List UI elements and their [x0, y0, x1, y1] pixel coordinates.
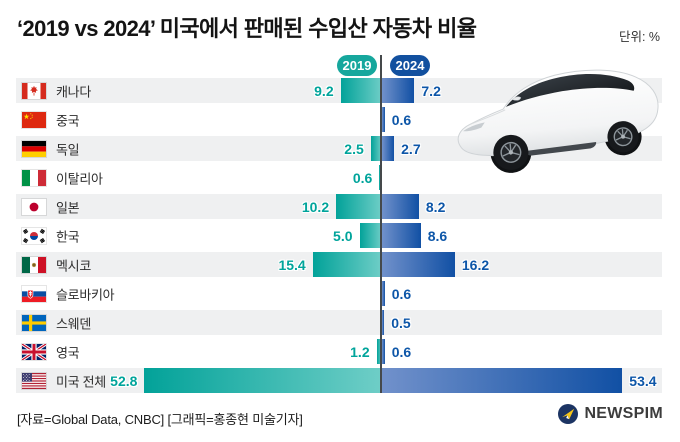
car-illustration-icon [457, 69, 659, 173]
bar-2024 [382, 136, 395, 161]
value-2024: 0.6 [391, 111, 412, 128]
country-label: 캐나다 [56, 84, 91, 99]
bar-2024 [382, 78, 415, 103]
country-label: 슬로바키아 [56, 287, 115, 302]
value-2024: 53.4 [629, 372, 657, 389]
bar-2024 [382, 107, 385, 132]
table-row-sweden: 스웨덴 0.5 [16, 310, 662, 335]
newspim-logo-icon [557, 403, 579, 425]
value-2024: 7.2 [421, 82, 441, 99]
bar-2024 [382, 223, 421, 248]
value-2024: 8.6 [427, 227, 448, 244]
flag-sweden-icon [22, 314, 46, 331]
newspim-logo-text: NEWSPIM [584, 405, 663, 422]
flag-japan-icon [22, 198, 46, 215]
legend-2019-badge: 2019 [337, 55, 377, 76]
flag-germany-icon [22, 140, 46, 157]
table-row-mexico: 멕시코 15.4 16.2 [16, 252, 662, 277]
value-2024: 2.7 [401, 140, 421, 157]
country-label: 한국 [56, 229, 80, 244]
bar-2019 [359, 223, 382, 248]
page-title: ‘2019 vs 2024’ 미국에서 판매된 수입산 자동차 비율 [17, 16, 477, 41]
flag-slovakia-icon [22, 285, 46, 302]
value-2019: 2.5 [344, 140, 364, 157]
value-2019: 5.0 [333, 227, 353, 244]
bar-2019 [312, 252, 382, 277]
car-photo [446, 38, 680, 200]
bar-2019 [376, 339, 382, 364]
flag-usa-icon [22, 372, 46, 389]
table-row-japan: 일본 10.2 8.2 [16, 194, 662, 219]
table-row-uk: 영국 1.2 0.6 [16, 339, 662, 364]
table-row-china: 중국 0.6 [16, 107, 662, 132]
country-label: 이탈리아 [56, 171, 103, 186]
flag-italy-icon [22, 169, 46, 186]
value-2019: 10.2 [301, 198, 330, 215]
bar-2019 [144, 368, 382, 393]
flag-mexico-icon [22, 256, 46, 273]
flag-uk-icon [22, 343, 46, 360]
country-label: 독일 [56, 142, 80, 157]
bar-2024 [382, 252, 455, 277]
value-2024: 16.2 [461, 256, 490, 273]
country-label: 일본 [56, 200, 80, 215]
bar-2019 [370, 136, 382, 161]
country-label: 영국 [56, 345, 80, 360]
flag-canada-icon [22, 82, 46, 99]
table-row-south-korea: 한국 5.0 8.6 [16, 223, 662, 248]
bar-2019 [336, 194, 382, 219]
newspim-logo: NEWSPIM [557, 403, 663, 425]
center-axis-line [380, 55, 382, 393]
value-2024: 0.5 [391, 314, 411, 331]
flag-south-korea-icon [22, 227, 46, 244]
bar-2019 [340, 78, 382, 103]
source-credit: [자료=Global Data, CNBC] [그래픽=홍종현 미술기자] [17, 412, 303, 427]
country-label: 스웨덴 [56, 316, 91, 331]
table-row-slovakia: 슬로바키아 0.6 [16, 281, 662, 306]
flag-china-icon [22, 111, 46, 128]
bar-2024 [382, 281, 385, 306]
bar-2024 [382, 368, 623, 393]
country-label: 중국 [56, 113, 80, 128]
value-2019: 1.2 [350, 343, 370, 360]
country-label: 미국 전체 [56, 374, 106, 389]
value-2019: 0.6 [352, 169, 373, 186]
table-row-usa-total: 미국 전체 52.8 53.4 [16, 368, 662, 393]
country-label: 멕시코 [56, 258, 91, 273]
bar-2024 [382, 310, 385, 335]
legend-2024-badge: 2024 [390, 55, 430, 76]
value-2019: 15.4 [278, 256, 306, 273]
bar-2024 [382, 339, 385, 364]
value-2024: 0.6 [391, 343, 412, 360]
unit-label: 단위: % [618, 30, 660, 44]
value-2019: 9.2 [314, 82, 334, 99]
bar-2024 [382, 194, 419, 219]
value-2024: 8.2 [425, 198, 446, 215]
value-2024: 0.6 [391, 285, 412, 302]
value-2019: 52.8 [110, 372, 138, 389]
